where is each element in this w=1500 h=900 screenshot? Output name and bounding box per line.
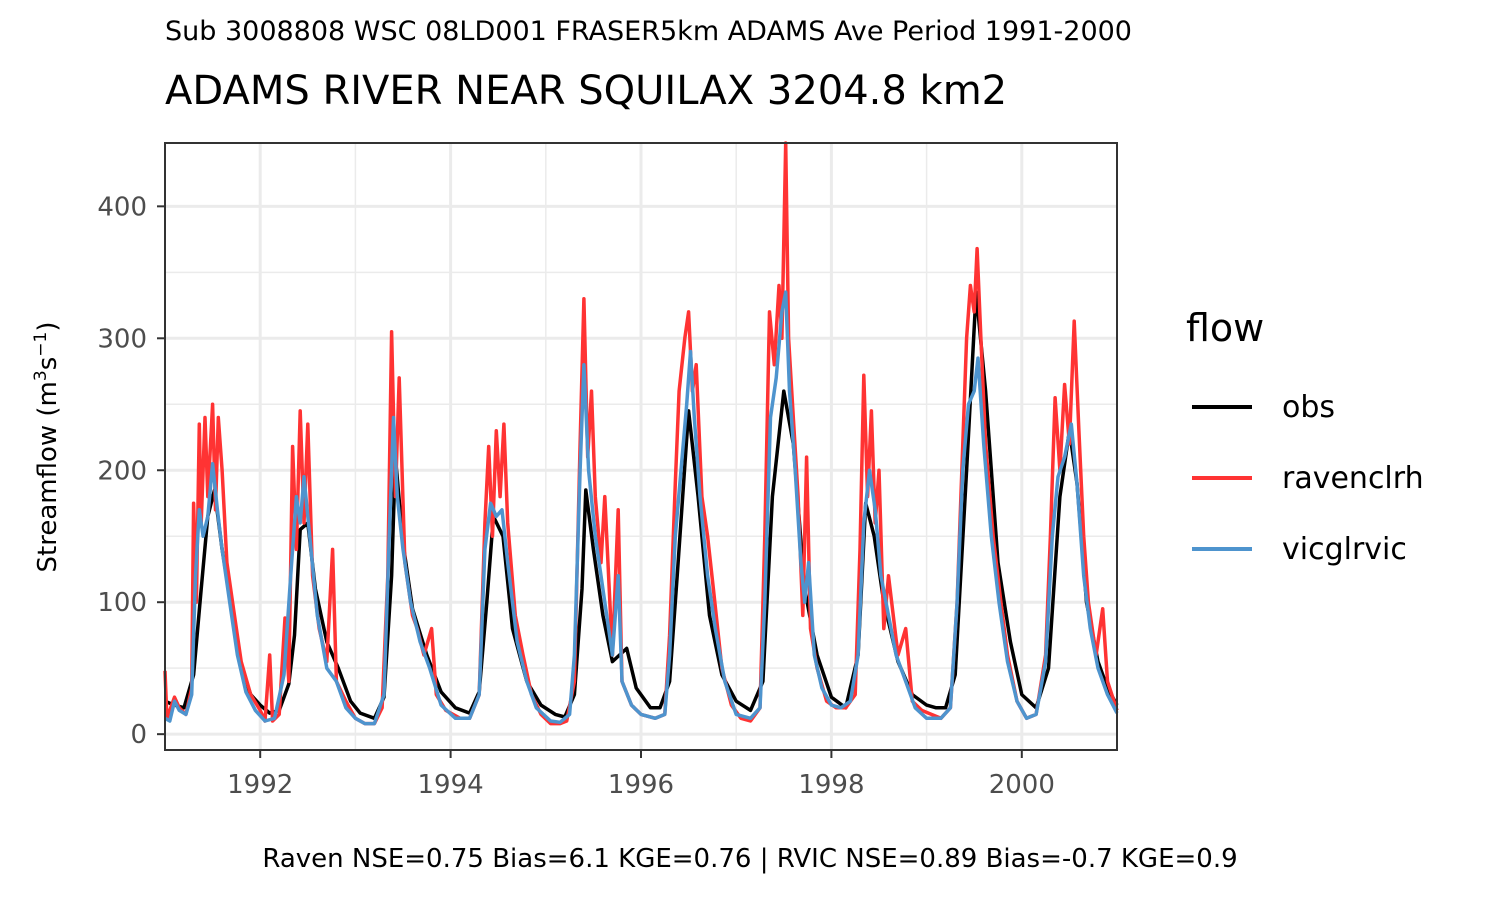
chart-subtitle: Sub 3008808 WSC 08LD001 FRASER5km ADAMS …	[165, 16, 1132, 47]
legend-item-obs: obs	[1192, 387, 1335, 427]
x-tick-label: 1996	[608, 770, 674, 800]
legend-swatch	[1192, 405, 1252, 409]
series-line-vicglrvic	[164, 290, 1119, 726]
legend-title: flow	[1186, 306, 1265, 350]
legend-label: vicglrvic	[1282, 531, 1407, 567]
x-tick-label: 1998	[798, 770, 864, 800]
chart-caption: Raven NSE=0.75 Bias=6.1 KGE=0.76 | RVIC …	[262, 844, 1238, 874]
plot-border	[164, 142, 1118, 751]
y-tick-label: 100	[97, 588, 147, 618]
chart-title: ADAMS RIVER NEAR SQUILAX 3204.8 km2	[165, 68, 1008, 114]
legend-item-vicglrvic: vicglrvic	[1192, 529, 1407, 569]
legend-label: obs	[1282, 389, 1336, 425]
x-tick-label: 2000	[989, 770, 1055, 800]
legend-swatch	[1192, 476, 1252, 480]
y-tick-label: 0	[130, 720, 147, 750]
x-tick-label: 1994	[418, 770, 484, 800]
x-tick-label: 1992	[227, 770, 293, 800]
legend-item-ravenclrh: ravenclrh	[1192, 458, 1424, 498]
y-tick-label: 200	[97, 456, 147, 486]
y-tick-label: 300	[97, 324, 147, 354]
legend-swatch	[1192, 547, 1252, 551]
y-tick-label: 400	[97, 192, 147, 222]
legend-label: ravenclrh	[1282, 460, 1424, 496]
